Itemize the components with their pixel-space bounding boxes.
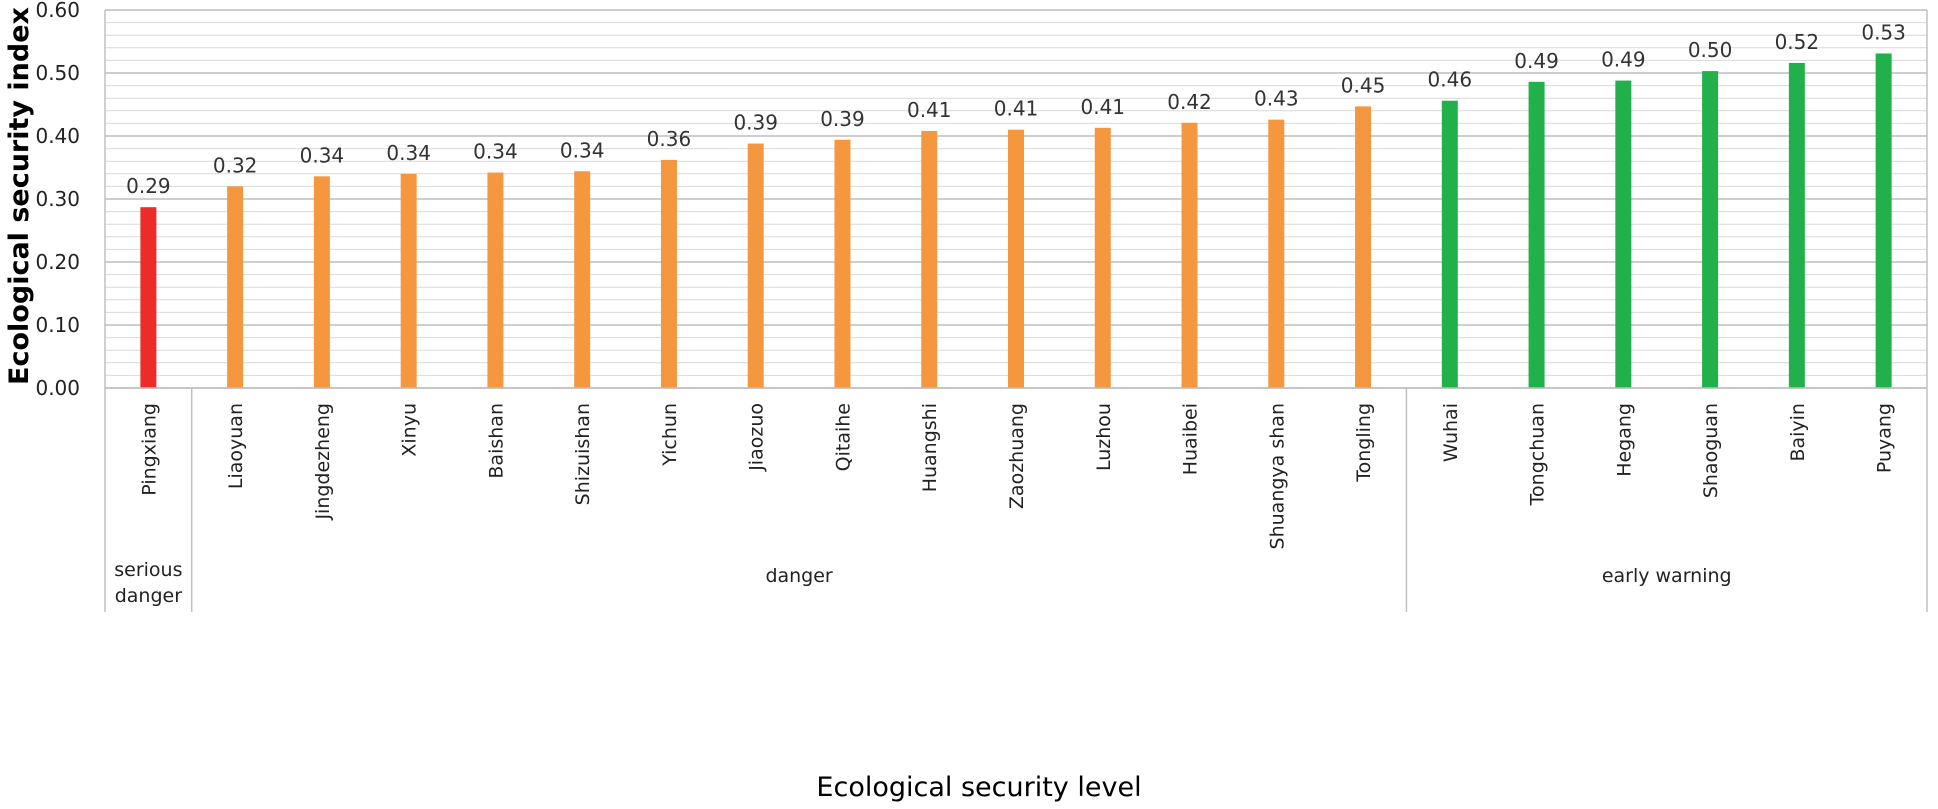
bar-wuhai — [1441, 100, 1458, 388]
value-label: 0.39 — [733, 111, 778, 135]
bar-hegang — [1615, 80, 1632, 388]
category-label: Baishan — [485, 403, 507, 479]
bar-xinyu — [400, 173, 417, 388]
category-label: Zaozhuang — [1006, 403, 1028, 509]
value-labels: 0.29 0.32 0.34 0.34 0.34 0.34 0.36 0.39 0.39 0.41… — [126, 20, 1906, 198]
category-label: Hegang — [1613, 403, 1635, 477]
category-label: Shuangya shan — [1266, 403, 1288, 549]
bar-qitaihe — [834, 139, 851, 388]
value-label: 0.49 — [1514, 49, 1559, 73]
bars — [140, 53, 1892, 389]
bar-baishan — [487, 172, 504, 388]
value-label: 0.39 — [820, 107, 865, 131]
x-axis-title: Ecological security level — [816, 772, 1141, 803]
category-label: Shaoguan — [1700, 403, 1722, 498]
category-label: Wuhai — [1440, 403, 1462, 462]
bar-tongling — [1355, 106, 1372, 388]
category-label: Luzhou — [1093, 403, 1115, 471]
bar-puyang — [1875, 53, 1892, 388]
value-label: 0.34 — [473, 140, 518, 164]
value-label: 0.34 — [386, 141, 431, 165]
bar-shaoguan — [1702, 71, 1719, 389]
category-label: Xinyu — [399, 403, 421, 457]
y-axis-title: Ecological security index — [4, 7, 35, 385]
category-labels: Pingxiang Liaoyuan Jingdezheng Xinyu Baishan… — [138, 403, 1895, 549]
category-label: Baiyin — [1787, 403, 1809, 462]
category-label: Tongling — [1353, 403, 1375, 483]
y-tick-label: 0.20 — [35, 250, 80, 274]
bar-luzhou — [1094, 127, 1111, 388]
category-label: Puyang — [1874, 403, 1896, 473]
bar-yichun — [660, 159, 677, 388]
value-label: 0.43 — [1254, 87, 1299, 111]
value-label: 0.45 — [1341, 73, 1386, 97]
value-label: 0.36 — [647, 127, 692, 151]
y-tick-label: 0.60 — [35, 0, 80, 22]
value-label: 0.29 — [126, 174, 171, 198]
bar-pingxiang — [140, 207, 157, 388]
category-label: Jiaozuo — [746, 403, 768, 472]
value-label: 0.46 — [1428, 68, 1473, 92]
bar-zaozhuang — [1008, 129, 1024, 388]
y-tick-label: 0.00 — [35, 376, 80, 400]
bar-jingdezheng — [313, 176, 330, 388]
category-label: Shizuishan — [572, 403, 594, 505]
category-label: Huangshi — [919, 403, 941, 492]
bar-shizuishan — [574, 171, 591, 388]
bar-liaoyuan — [227, 186, 244, 388]
bar-shuangya-shan — [1268, 119, 1285, 389]
category-label: Pingxiang — [138, 403, 160, 496]
y-tick-label: 0.30 — [35, 187, 80, 211]
value-label: 0.52 — [1775, 30, 1820, 54]
value-label: 0.34 — [560, 138, 605, 162]
category-label: Huaibei — [1180, 403, 1202, 475]
bar-tongchuan — [1528, 81, 1545, 388]
group-label: danger — [765, 565, 832, 587]
axis-frame — [104, 10, 1928, 612]
value-label: 0.41 — [1080, 95, 1125, 119]
y-tick-label: 0.50 — [35, 61, 80, 85]
group-label: serious danger — [114, 559, 182, 607]
y-tick-label: 0.40 — [35, 124, 80, 148]
bar-huaibei — [1181, 122, 1198, 389]
category-label: Tongchuan — [1527, 403, 1549, 506]
value-label: 0.50 — [1688, 38, 1733, 62]
bar-baiyin — [1788, 62, 1805, 389]
value-label: 0.32 — [213, 153, 258, 177]
category-label: Liaoyuan — [225, 403, 247, 489]
value-label: 0.53 — [1861, 20, 1906, 44]
value-label: 0.41 — [907, 98, 952, 122]
category-label: Yichun — [659, 403, 681, 467]
group-label: early warning — [1602, 565, 1732, 587]
y-axis-ticks: 0.00 0.10 0.20 0.30 0.40 0.50 0.60 — [35, 0, 80, 400]
y-tick-label: 0.10 — [35, 313, 80, 337]
bar-huangshi — [921, 130, 938, 388]
value-label: 0.42 — [1167, 90, 1212, 114]
group-labels: serious danger danger early warning — [114, 559, 1731, 607]
category-label: Qitaihe — [832, 403, 854, 471]
category-label: Jingdezheng — [312, 403, 334, 521]
value-label: 0.41 — [994, 97, 1039, 121]
bar-jiaozuo — [747, 143, 764, 388]
value-label: 0.49 — [1601, 48, 1646, 72]
value-label: 0.34 — [300, 143, 345, 167]
